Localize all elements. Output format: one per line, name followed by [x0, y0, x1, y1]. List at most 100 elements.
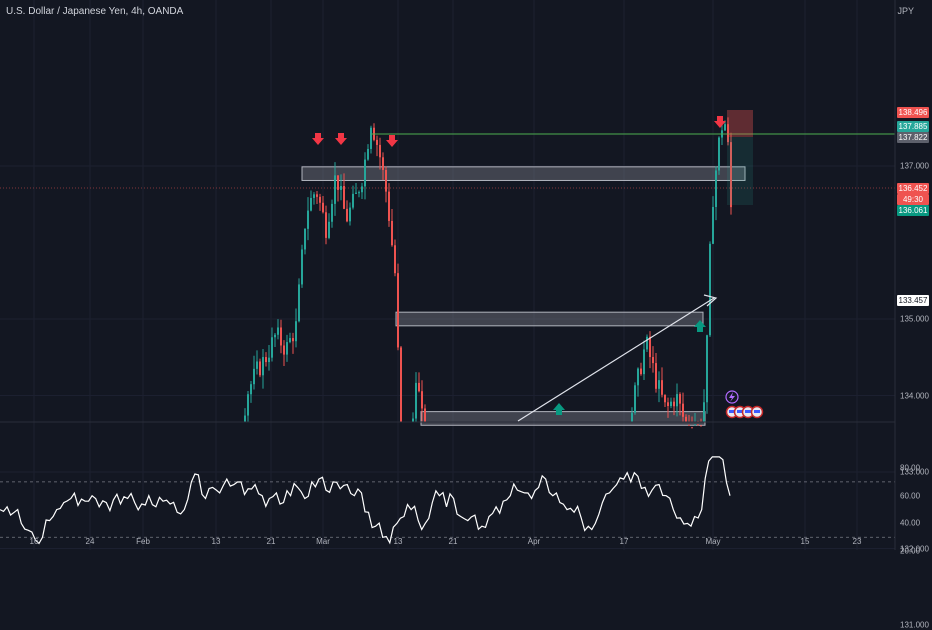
time-tick-label: 16 — [29, 537, 39, 546]
time-tick-label: Mar — [316, 537, 330, 546]
candle-body — [649, 336, 651, 358]
candle-body — [397, 273, 399, 348]
candle-body — [322, 202, 324, 213]
candle-body — [382, 157, 384, 170]
rsi-tick-label: 60.00 — [900, 491, 921, 501]
short-position-stop-zone[interactable] — [727, 110, 753, 137]
candle-body — [274, 334, 276, 338]
candle-body — [376, 139, 378, 145]
candle-body — [724, 124, 726, 131]
candle-body — [388, 191, 390, 221]
drawings[interactable] — [0, 110, 895, 422]
candle-body — [340, 186, 342, 190]
candle-body — [676, 394, 678, 407]
candle-body — [643, 349, 645, 375]
candle-body — [265, 357, 267, 363]
candle-body — [304, 228, 306, 250]
candle-body — [355, 192, 357, 194]
candle-body — [697, 424, 699, 426]
candle-body — [325, 212, 327, 238]
candle-body — [268, 357, 270, 363]
chart-canvas[interactable] — [0, 0, 932, 550]
candle-body — [631, 412, 633, 422]
candle-body — [310, 197, 312, 211]
lightning-event-icon[interactable] — [725, 390, 739, 404]
candle-body — [286, 342, 288, 355]
time-tick-label: 24 — [85, 537, 95, 546]
time-tick-label: May — [705, 537, 721, 546]
time-tick-label: 13 — [211, 537, 221, 546]
flag-stripe — [729, 410, 735, 413]
support-resistance-zones[interactable] — [301, 166, 746, 426]
candle-body — [394, 245, 396, 274]
candle-body — [364, 159, 366, 187]
target-price-badge: 138.496 — [897, 107, 929, 118]
resistance-zone[interactable] — [301, 166, 746, 181]
trendline-arrowhead — [703, 294, 718, 307]
candle-body — [685, 416, 687, 422]
candle-body — [259, 361, 261, 376]
candle-body — [691, 427, 693, 429]
sell-arrow-icon[interactable] — [386, 135, 398, 147]
candle-body — [664, 394, 666, 403]
candle-body — [283, 345, 285, 355]
rising-trendline[interactable] — [517, 297, 715, 422]
price-tick-label: 135.000 — [900, 314, 929, 324]
symbol-title: U.S. Dollar / Japanese Yen, 4h, OANDA — [6, 6, 184, 17]
price-tick-label: 132.000 — [900, 544, 929, 553]
candle-body — [688, 424, 690, 426]
resistance-zone[interactable] — [420, 411, 706, 426]
candle-body — [247, 394, 249, 416]
candle-body — [640, 368, 642, 375]
crosshair-price-badge: 137.822 — [897, 132, 929, 143]
candle-body — [319, 196, 321, 203]
price-tick-label: 137.000 — [900, 161, 929, 171]
candle-body — [352, 193, 354, 208]
candle-body — [250, 384, 252, 395]
candle-body — [718, 137, 720, 171]
price-tick-label: 131.000 — [900, 620, 929, 630]
sell-arrow-icon[interactable] — [335, 133, 347, 145]
candle-body — [277, 327, 279, 335]
candle-body — [379, 144, 381, 158]
candle-body — [262, 357, 264, 376]
candle-body — [652, 357, 654, 364]
buy-arrow-icon[interactable] — [553, 403, 565, 415]
entry-price-badge: 137.885 — [897, 121, 929, 132]
candle-body — [316, 194, 318, 197]
rsi-pane — [0, 456, 895, 545]
time-tick-label: 13 — [393, 537, 403, 546]
short-position-target-zone[interactable] — [727, 137, 753, 205]
candle-body — [682, 403, 684, 417]
candle-body — [679, 394, 681, 404]
candle-body — [358, 192, 360, 194]
candle-body — [391, 220, 393, 246]
sell-arrow-icon[interactable] — [714, 116, 726, 128]
candle-body — [334, 175, 336, 204]
candle-body — [307, 210, 309, 229]
trendline-price-badge: 133.457 — [897, 295, 929, 306]
sell-arrow-icon[interactable] — [312, 133, 324, 145]
price-tick-label: 133.000 — [900, 467, 929, 477]
candle-body — [694, 424, 696, 426]
stop-price-badge: 136.061 — [897, 205, 929, 216]
candle-body — [412, 418, 414, 422]
candle-body — [370, 127, 372, 149]
candle-body — [244, 415, 246, 422]
candle-body — [361, 186, 363, 193]
flag-stripe — [754, 410, 760, 413]
candle-body — [295, 321, 297, 342]
time-tick-label: 23 — [852, 537, 862, 546]
candle-body — [418, 382, 420, 392]
flag-stripe — [745, 410, 751, 413]
candles — [244, 117, 732, 429]
buy-arrow-icon[interactable] — [694, 320, 706, 332]
lightning-glyph-icon — [729, 392, 735, 402]
candle-body — [667, 402, 669, 407]
candle-body — [712, 206, 714, 244]
time-tick-label: 21 — [266, 537, 276, 546]
candle-body — [655, 363, 657, 389]
rsi-line — [0, 456, 731, 545]
candle-body — [646, 336, 648, 350]
resistance-zone[interactable] — [395, 311, 704, 327]
